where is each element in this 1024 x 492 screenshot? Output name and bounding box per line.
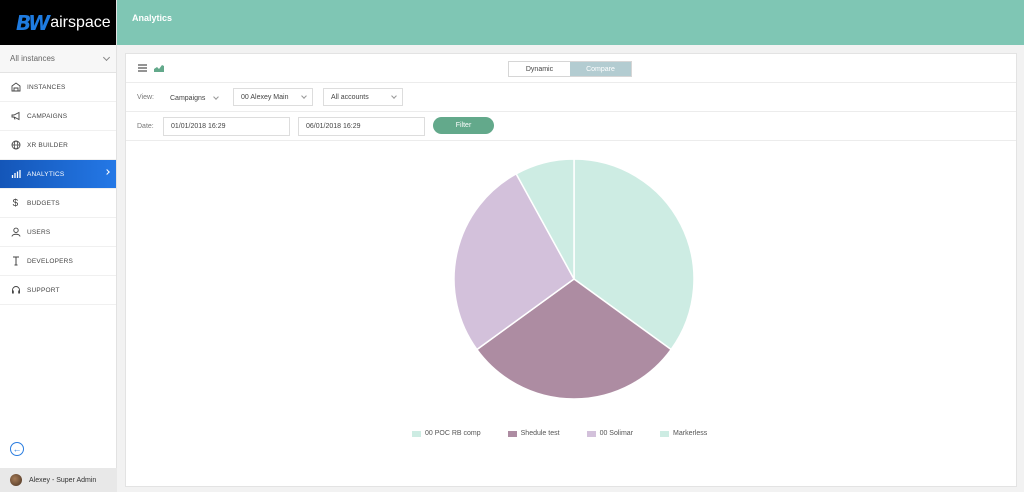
sidebar-item-label: ANALYTICS bbox=[27, 170, 65, 178]
avatar bbox=[10, 474, 22, 486]
view-select-value: Campaigns bbox=[170, 94, 206, 102]
legend-item[interactable]: 00 Solimar bbox=[586, 430, 634, 437]
user-name: Alexey - Super Admin bbox=[29, 476, 97, 484]
legend-swatch bbox=[412, 430, 421, 437]
chart-legend: 00 POC RB comp Shedule test 00 Solimar Mark… bbox=[412, 430, 734, 437]
instance-select-value: All instances bbox=[10, 54, 55, 63]
user-menu[interactable]: Alexey - Super Admin bbox=[0, 468, 117, 492]
bar-chart-icon bbox=[10, 169, 21, 180]
legend-item[interactable]: 00 POC RB comp bbox=[412, 430, 481, 437]
chevron-down-icon bbox=[301, 93, 307, 99]
sidebar-item-developers[interactable]: DEVELOPERS bbox=[0, 247, 116, 276]
date-to-input[interactable]: 06/01/2018 16:29 bbox=[298, 117, 425, 136]
instance-filter-select[interactable]: 00 Alexey Main bbox=[233, 88, 313, 106]
pie-slice-0[interactable] bbox=[573, 158, 695, 351]
sidebar-item-campaigns[interactable]: CAMPAIGNS bbox=[0, 102, 116, 131]
accounts-select-value: All accounts bbox=[331, 93, 369, 101]
instance-select[interactable]: All instances bbox=[0, 45, 116, 73]
dollar-icon: $ bbox=[12, 197, 19, 209]
instance-filter-value: 00 Alexey Main bbox=[241, 93, 289, 101]
chart-view-icon[interactable] bbox=[154, 64, 164, 74]
sidebar-item-users[interactable]: USERS bbox=[0, 218, 116, 247]
list-view-icon[interactable] bbox=[138, 64, 147, 74]
sidebar-item-label: SUPPORT bbox=[27, 286, 60, 294]
filter-button[interactable]: Filter bbox=[433, 117, 494, 134]
legend-label: 00 Solimar bbox=[599, 430, 634, 437]
chevron-down-icon bbox=[102, 53, 111, 61]
tab-dynamic[interactable]: Dynamic bbox=[509, 62, 570, 76]
user-icon bbox=[10, 227, 21, 238]
legend-label: 00 POC RB comp bbox=[425, 430, 481, 437]
sidebar-item-label: DEVELOPERS bbox=[27, 257, 74, 265]
sidebar-item-budgets[interactable]: $ BUDGETS bbox=[0, 189, 116, 218]
pie-chart bbox=[453, 158, 695, 400]
legend-swatch bbox=[586, 430, 596, 437]
sidebar: BW airspace All instances INSTANCES CAMP… bbox=[0, 0, 117, 492]
logo-text: airspace bbox=[50, 13, 111, 31]
logo-mark: BW bbox=[16, 10, 50, 35]
page-title: Analytics bbox=[132, 13, 173, 23]
legend-label: Markerless bbox=[673, 430, 708, 437]
pie-chart-area: 00 POC RB comp Shedule test 00 Solimar Mark… bbox=[126, 142, 1018, 488]
view-label: View: bbox=[137, 94, 154, 101]
legend-item[interactable]: Markerless bbox=[660, 430, 707, 437]
toolbar: Dynamic Compare bbox=[126, 54, 1016, 83]
top-bar: Analytics bbox=[117, 0, 1024, 45]
sidebar-item-label: XR BUILDER bbox=[27, 141, 69, 149]
date-label: Date: bbox=[137, 123, 154, 130]
sidebar-item-xr-builder[interactable]: XR BUILDER bbox=[0, 131, 116, 160]
sidebar-item-label: BUDGETS bbox=[27, 199, 60, 207]
pie-slice-3[interactable] bbox=[515, 158, 575, 280]
arrow-left-icon[interactable]: ← bbox=[10, 442, 24, 456]
pie-slice-1[interactable] bbox=[475, 278, 673, 400]
sidebar-item-instances[interactable]: INSTANCES bbox=[0, 73, 116, 102]
view-select[interactable]: Campaigns bbox=[170, 89, 219, 107]
logo[interactable]: BW airspace bbox=[0, 0, 116, 45]
sidebar-item-support[interactable]: SUPPORT bbox=[0, 276, 116, 305]
building-icon bbox=[10, 82, 21, 93]
tool-icon bbox=[10, 256, 21, 267]
legend-swatch bbox=[507, 430, 517, 437]
headset-icon bbox=[10, 285, 21, 296]
analytics-panel: Dynamic Compare View: Campaigns 00 Alexe… bbox=[125, 53, 1017, 487]
accounts-select[interactable]: All accounts bbox=[323, 88, 403, 106]
sidebar-item-label: USERS bbox=[27, 228, 51, 236]
sidebar-item-label: CAMPAIGNS bbox=[27, 112, 68, 120]
chevron-right-icon bbox=[104, 169, 110, 175]
tab-compare[interactable]: Compare bbox=[570, 62, 631, 76]
legend-item[interactable]: Shedule test bbox=[507, 430, 560, 437]
view-toggle: Dynamic Compare bbox=[508, 61, 632, 77]
date-filter-row: Date: 01/01/2018 16:29 06/01/2018 16:29 … bbox=[126, 112, 1016, 141]
sidebar-item-analytics[interactable]: ANALYTICS bbox=[0, 160, 116, 189]
chevron-down-icon bbox=[213, 94, 219, 100]
globe-icon bbox=[10, 140, 21, 151]
megaphone-icon bbox=[10, 111, 21, 122]
chevron-down-icon bbox=[391, 93, 397, 99]
pie-slice-2[interactable] bbox=[453, 172, 575, 351]
view-filter-row: View: Campaigns 00 Alexey Main All accou… bbox=[126, 83, 1016, 112]
sidebar-item-label: INSTANCES bbox=[27, 83, 66, 91]
legend-swatch bbox=[660, 430, 670, 437]
legend-label: Shedule test bbox=[520, 430, 560, 437]
date-from-input[interactable]: 01/01/2018 16:29 bbox=[163, 117, 290, 136]
